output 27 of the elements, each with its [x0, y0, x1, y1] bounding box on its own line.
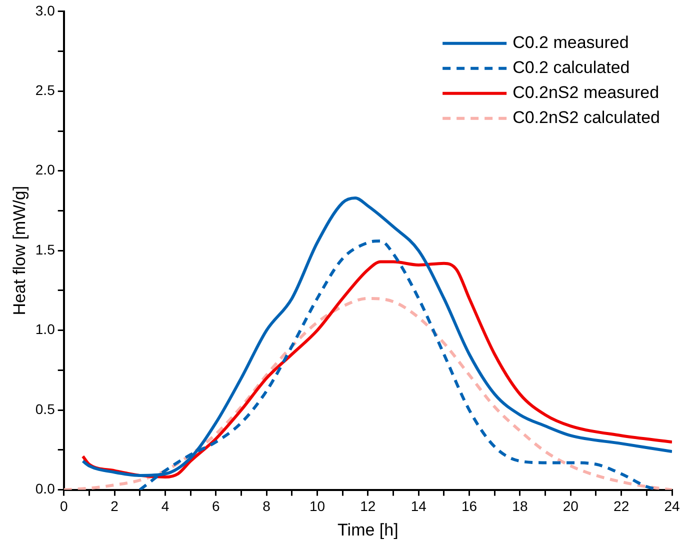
x-tick-label: 20: [562, 498, 579, 514]
x-tick-label: 4: [161, 498, 170, 514]
x-tick-label: 16: [462, 498, 478, 514]
x-tick-label: 8: [262, 498, 271, 514]
x-tick-label: 22: [614, 498, 630, 514]
x-tick-label: 24: [664, 498, 680, 514]
y-tick-label: 3.0: [35, 2, 56, 18]
x-tick-label: 18: [512, 498, 528, 514]
x-axis-title: Time [h]: [338, 520, 398, 540]
legend-label: C0.2 calculated: [512, 58, 630, 78]
line-series: [81, 260, 672, 479]
y-tick-label: 1.0: [35, 321, 56, 338]
x-tick-label: 14: [410, 498, 427, 514]
x-tick-label: 12: [360, 498, 376, 514]
legend-label: C0.2nS2 measured: [512, 83, 660, 102]
legend-label: C0.2nS2 calculated: [512, 108, 660, 128]
x-tick-label: 0: [60, 498, 68, 514]
legend-label: C0.2 measured: [512, 33, 629, 52]
y-axis-title: Heat flow [mW/g]: [10, 186, 29, 316]
y-tick-label: 0.5: [35, 400, 56, 417]
y-tick-label: 2.0: [35, 162, 56, 178]
y-tick-label: 2.5: [35, 82, 56, 98]
x-tick-label: 6: [212, 498, 220, 514]
x-tick-label: 2: [110, 498, 119, 514]
y-tick-label: 0.0: [35, 480, 56, 497]
y-tick-label: 1.5: [35, 241, 56, 258]
x-tick-label: 10: [309, 498, 326, 514]
